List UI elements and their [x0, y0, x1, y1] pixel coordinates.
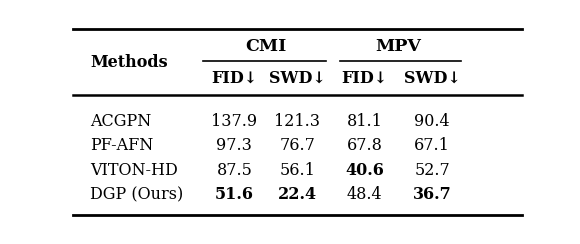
Text: 52.7: 52.7	[414, 162, 450, 179]
Text: FID↓: FID↓	[342, 70, 388, 87]
Text: 81.1: 81.1	[347, 113, 383, 130]
Text: 40.6: 40.6	[345, 162, 384, 179]
Text: MPV: MPV	[375, 38, 421, 55]
Text: SWD↓: SWD↓	[404, 70, 461, 87]
Text: 56.1: 56.1	[280, 162, 315, 179]
Text: SWD↓: SWD↓	[269, 70, 325, 87]
Text: 36.7: 36.7	[413, 186, 451, 203]
Text: ACGPN: ACGPN	[90, 113, 152, 130]
Text: PF-AFN: PF-AFN	[90, 137, 154, 154]
Text: Methods: Methods	[90, 54, 168, 71]
Text: 67.8: 67.8	[347, 137, 383, 154]
Text: 67.1: 67.1	[414, 137, 450, 154]
Text: CMI: CMI	[245, 38, 287, 55]
Text: 137.9: 137.9	[211, 113, 258, 130]
Text: FID↓: FID↓	[211, 70, 258, 87]
Text: 97.3: 97.3	[216, 137, 252, 154]
Text: 121.3: 121.3	[274, 113, 320, 130]
Text: 76.7: 76.7	[280, 137, 315, 154]
Text: DGP (Ours): DGP (Ours)	[90, 186, 184, 203]
Text: VITON-HD: VITON-HD	[90, 162, 178, 179]
Text: 90.4: 90.4	[414, 113, 450, 130]
Text: 51.6: 51.6	[215, 186, 254, 203]
Text: 48.4: 48.4	[347, 186, 382, 203]
Text: 22.4: 22.4	[278, 186, 317, 203]
Text: 87.5: 87.5	[216, 162, 252, 179]
